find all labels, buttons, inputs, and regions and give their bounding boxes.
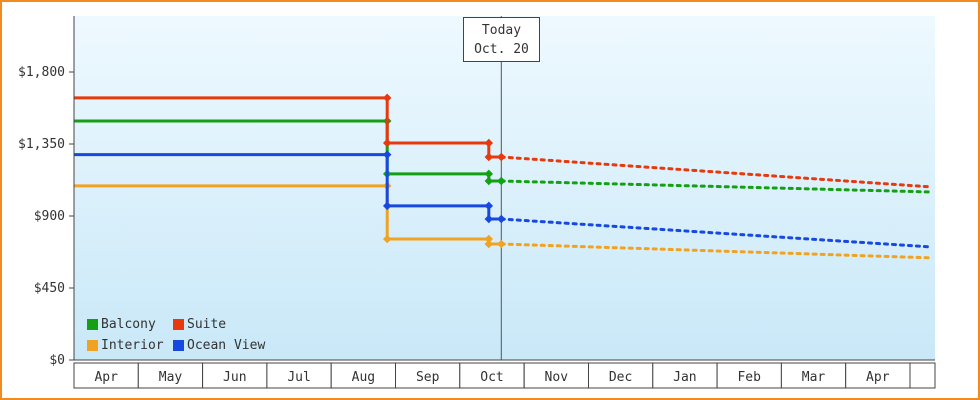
price-marker-interior [484,239,494,249]
price-marker-balcony [497,176,506,186]
legend-label-suite: Suite [187,316,227,332]
price-marker-suite [484,152,494,162]
legend-swatch-ocean-view [173,339,184,351]
legend-swatch-interior [87,339,98,351]
month-cell [459,362,525,389]
price-marker-balcony [484,169,494,179]
price-marker-suite [382,138,392,148]
month-cell-trailing [909,362,936,389]
forecast-line-suite [499,155,934,189]
today-label-date: Oct. 20 [474,41,529,57]
price-marker-balcony [484,176,494,186]
month-cell [330,362,397,389]
legend-label-ocean-view: Ocean View [187,337,266,353]
month-cell [845,362,911,389]
month-label: Feb [737,370,761,385]
month-cell [523,362,590,389]
month-cell [395,362,461,389]
price-marker-interior [382,234,392,244]
month-cell [266,362,332,389]
month-label: Oct [480,370,503,385]
forecast-line-interior [499,242,934,260]
y-axis-label: $1,800 [18,65,65,80]
legend-item-balcony: Balcony [87,314,173,334]
legend: Balcony Suite Interior Ocean View [87,314,265,355]
price-marker-suite [382,93,392,103]
price-marker-ocean-view [382,201,392,211]
legend-swatch-suite [173,318,184,330]
legend-label-interior: Interior [101,337,164,353]
y-axis-label: $450 [34,281,65,296]
month-label: Jun [223,370,246,385]
price-marker-ocean-view [497,214,506,224]
price-marker-interior [497,239,506,249]
forecast-line-ocean-view [499,217,934,249]
legend-item-ocean-view: Ocean View [173,335,265,355]
today-label-title: Today [481,22,522,38]
month-label: Jul [287,370,310,385]
month-cell [652,362,718,389]
month-cell [716,362,782,389]
month-label: Jan [673,370,696,385]
legend-label-balcony: Balcony [101,316,156,332]
month-label: Nov [545,370,569,385]
month-label: Sep [416,370,440,385]
y-axis-label: $1,350 [18,137,65,152]
price-marker-ocean-view [484,214,494,224]
month-cell [588,362,654,389]
y-axis-label: $0 [49,353,65,368]
y-axis-label: $900 [34,209,65,224]
forecast-line-balcony [499,179,934,194]
today-label-box: Today Oct. 20 [463,17,540,62]
price-marker-ocean-view [484,201,494,211]
month-label: Apr [866,370,890,385]
month-label: Aug [352,370,375,385]
legend-item-interior: Interior [87,335,173,355]
month-label: Mar [802,370,826,385]
month-label: Dec [609,370,632,385]
month-label: Apr [94,370,118,385]
price-marker-interior [484,234,494,244]
month-label: May [159,370,183,385]
month-cell [780,362,847,389]
price-marker-suite [497,152,506,162]
price-marker-suite [484,138,494,148]
legend-item-suite: Suite [173,314,265,334]
month-cell [202,362,268,389]
price-marker-ocean-view [382,150,392,159]
legend-swatch-balcony [87,318,98,330]
